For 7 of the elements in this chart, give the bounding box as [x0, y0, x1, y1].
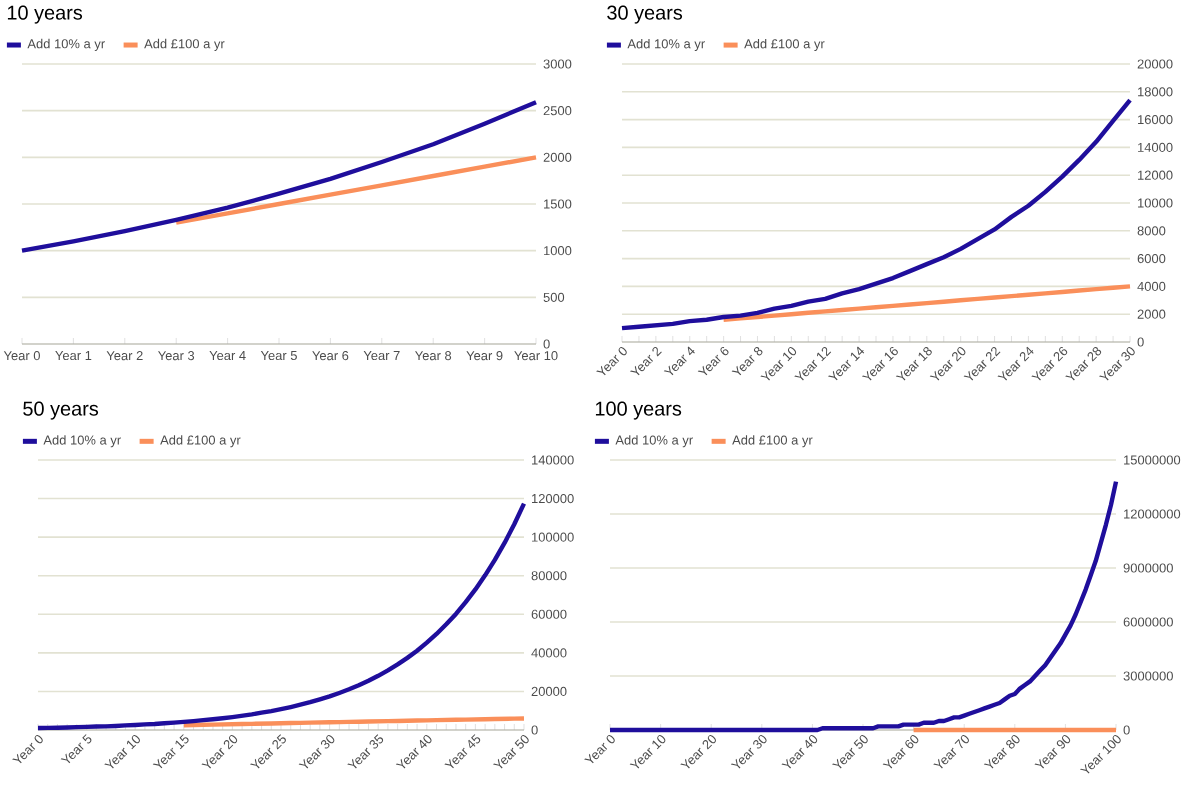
- chart-title: 50 years: [23, 401, 99, 420]
- line-series: [721, 284, 1133, 322]
- line-series: [19, 100, 539, 253]
- line-series: [174, 155, 539, 225]
- chart-title: 100 years: [595, 401, 682, 420]
- chart-title: 30 years: [607, 5, 683, 24]
- chart-title: 10 years: [7, 5, 83, 24]
